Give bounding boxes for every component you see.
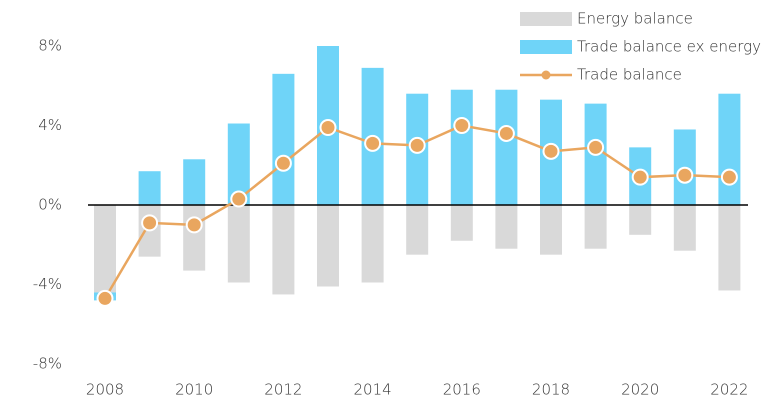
marker bbox=[587, 138, 605, 156]
x-tick-label: 2008 bbox=[86, 381, 124, 399]
marker bbox=[364, 134, 382, 152]
bar bbox=[406, 205, 429, 255]
bar bbox=[673, 205, 696, 251]
bar bbox=[450, 89, 473, 205]
x-tick-label: 2016 bbox=[443, 381, 481, 399]
marker bbox=[319, 118, 337, 136]
legend-marker bbox=[541, 70, 551, 80]
marker bbox=[631, 168, 649, 186]
x-tick-label: 2018 bbox=[532, 381, 570, 399]
bar bbox=[94, 205, 116, 293]
marker bbox=[274, 154, 292, 172]
marker bbox=[96, 289, 114, 307]
legend-label: Energy balance bbox=[577, 10, 693, 28]
x-tick-label: 2022 bbox=[710, 381, 748, 399]
bar bbox=[227, 123, 250, 205]
bar bbox=[718, 93, 741, 205]
y-tick-label: 8% bbox=[38, 37, 62, 55]
marker bbox=[185, 216, 203, 234]
x-tick-label: 2010 bbox=[175, 381, 213, 399]
bar bbox=[495, 205, 518, 249]
marker bbox=[408, 136, 426, 154]
marker bbox=[141, 214, 159, 232]
bar bbox=[361, 205, 384, 283]
legend-label: Trade balance ex energy bbox=[577, 38, 761, 56]
bar bbox=[138, 171, 161, 205]
marker bbox=[720, 168, 738, 186]
bar bbox=[629, 205, 652, 235]
marker bbox=[676, 166, 694, 184]
x-tick-label: 2014 bbox=[354, 381, 392, 399]
legend-swatch bbox=[520, 12, 572, 26]
y-tick-label: -4% bbox=[33, 275, 62, 293]
y-tick-label: 4% bbox=[38, 116, 62, 134]
bar bbox=[718, 205, 741, 291]
bar bbox=[495, 89, 518, 205]
marker bbox=[497, 124, 515, 142]
bar bbox=[450, 205, 473, 241]
legend-swatch bbox=[520, 40, 572, 54]
bar bbox=[272, 205, 295, 295]
bar bbox=[272, 73, 295, 205]
bar bbox=[584, 205, 607, 249]
bar bbox=[183, 205, 206, 271]
marker bbox=[230, 190, 248, 208]
y-tick-label: 0% bbox=[38, 196, 62, 214]
x-tick-label: 2012 bbox=[264, 381, 302, 399]
bar bbox=[227, 205, 250, 283]
bar bbox=[540, 205, 562, 255]
legend-label: Trade balance bbox=[577, 66, 682, 84]
bar bbox=[183, 159, 206, 205]
bar bbox=[317, 205, 339, 287]
marker bbox=[542, 142, 560, 160]
marker bbox=[453, 117, 471, 134]
y-tick-label: -8% bbox=[33, 355, 62, 373]
x-tick-label: 2020 bbox=[621, 381, 659, 399]
